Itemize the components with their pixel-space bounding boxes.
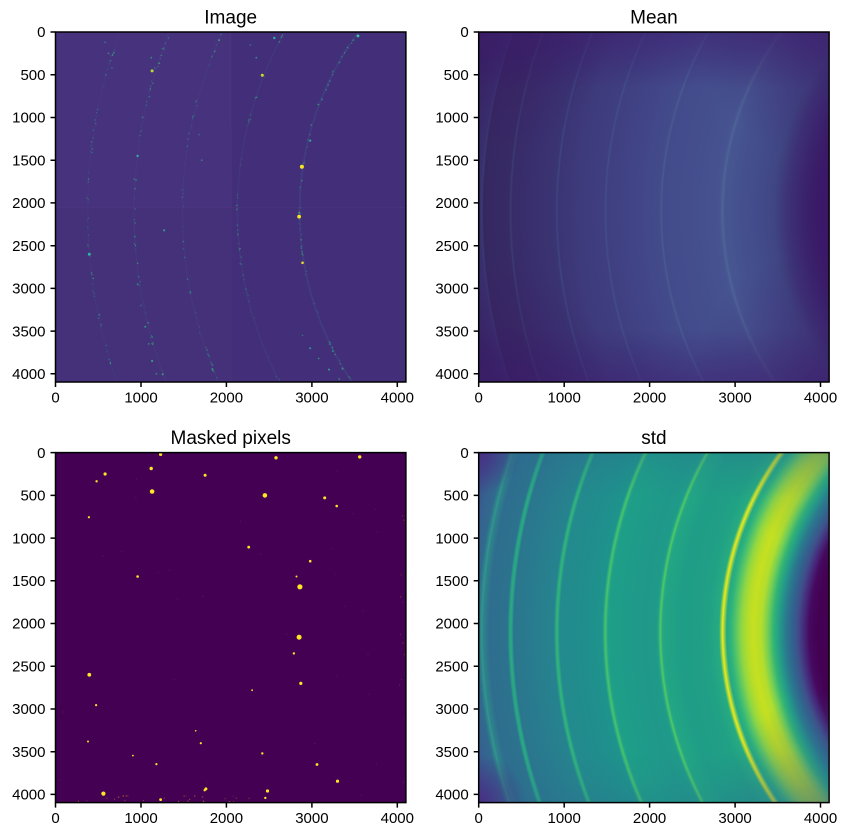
svg-text:4000: 4000 — [381, 810, 414, 827]
svg-text:0: 0 — [37, 24, 45, 41]
svg-text:2500: 2500 — [435, 238, 468, 255]
svg-text:0: 0 — [475, 810, 483, 827]
svg-text:1000: 1000 — [12, 110, 45, 127]
svg-text:4000: 4000 — [804, 810, 837, 827]
svg-text:3500: 3500 — [12, 323, 45, 340]
svg-text:2000: 2000 — [210, 810, 243, 827]
svg-text:0: 0 — [475, 389, 483, 406]
svg-text:2000: 2000 — [12, 616, 45, 633]
svg-text:3000: 3000 — [12, 281, 45, 298]
svg-text:1500: 1500 — [435, 152, 468, 169]
svg-text:2500: 2500 — [12, 238, 45, 255]
svg-text:0: 0 — [51, 389, 59, 406]
svg-text:3000: 3000 — [295, 389, 328, 406]
svg-text:2000: 2000 — [633, 389, 666, 406]
svg-text:3000: 3000 — [12, 701, 45, 718]
svg-text:3000: 3000 — [718, 810, 751, 827]
svg-text:4000: 4000 — [435, 787, 468, 804]
svg-text:4000: 4000 — [381, 389, 414, 406]
svg-text:1500: 1500 — [12, 573, 45, 590]
svg-text:Mean: Mean — [630, 8, 678, 29]
svg-text:2000: 2000 — [12, 195, 45, 212]
svg-text:2000: 2000 — [435, 195, 468, 212]
svg-text:1000: 1000 — [548, 810, 581, 827]
svg-text:3000: 3000 — [435, 701, 468, 718]
svg-text:1500: 1500 — [12, 152, 45, 169]
svg-text:0: 0 — [460, 24, 468, 41]
svg-text:0: 0 — [460, 445, 468, 462]
svg-text:3500: 3500 — [435, 323, 468, 340]
svg-text:4000: 4000 — [435, 366, 468, 383]
svg-text:3000: 3000 — [295, 810, 328, 827]
svg-text:2500: 2500 — [435, 659, 468, 676]
svg-text:1000: 1000 — [435, 110, 468, 127]
svg-text:2000: 2000 — [210, 389, 243, 406]
svg-text:3000: 3000 — [718, 389, 751, 406]
svg-text:Image: Image — [204, 8, 257, 29]
svg-text:3500: 3500 — [12, 744, 45, 761]
svg-text:1000: 1000 — [12, 530, 45, 547]
svg-text:500: 500 — [444, 67, 469, 84]
svg-text:2000: 2000 — [633, 810, 666, 827]
svg-text:500: 500 — [20, 488, 45, 505]
svg-text:0: 0 — [37, 445, 45, 462]
svg-text:1000: 1000 — [124, 389, 157, 406]
svg-text:Masked pixels: Masked pixels — [171, 428, 291, 449]
svg-text:1000: 1000 — [435, 530, 468, 547]
svg-text:500: 500 — [444, 488, 469, 505]
svg-text:2000: 2000 — [435, 616, 468, 633]
svg-text:1000: 1000 — [548, 389, 581, 406]
svg-text:3000: 3000 — [435, 281, 468, 298]
svg-text:std: std — [641, 428, 666, 449]
svg-text:4000: 4000 — [12, 366, 45, 383]
svg-text:1500: 1500 — [435, 573, 468, 590]
svg-text:500: 500 — [20, 67, 45, 84]
svg-text:4000: 4000 — [12, 787, 45, 804]
svg-text:4000: 4000 — [804, 389, 837, 406]
svg-text:2500: 2500 — [12, 659, 45, 676]
svg-text:1000: 1000 — [124, 810, 157, 827]
svg-text:0: 0 — [51, 810, 59, 827]
svg-text:3500: 3500 — [435, 744, 468, 761]
